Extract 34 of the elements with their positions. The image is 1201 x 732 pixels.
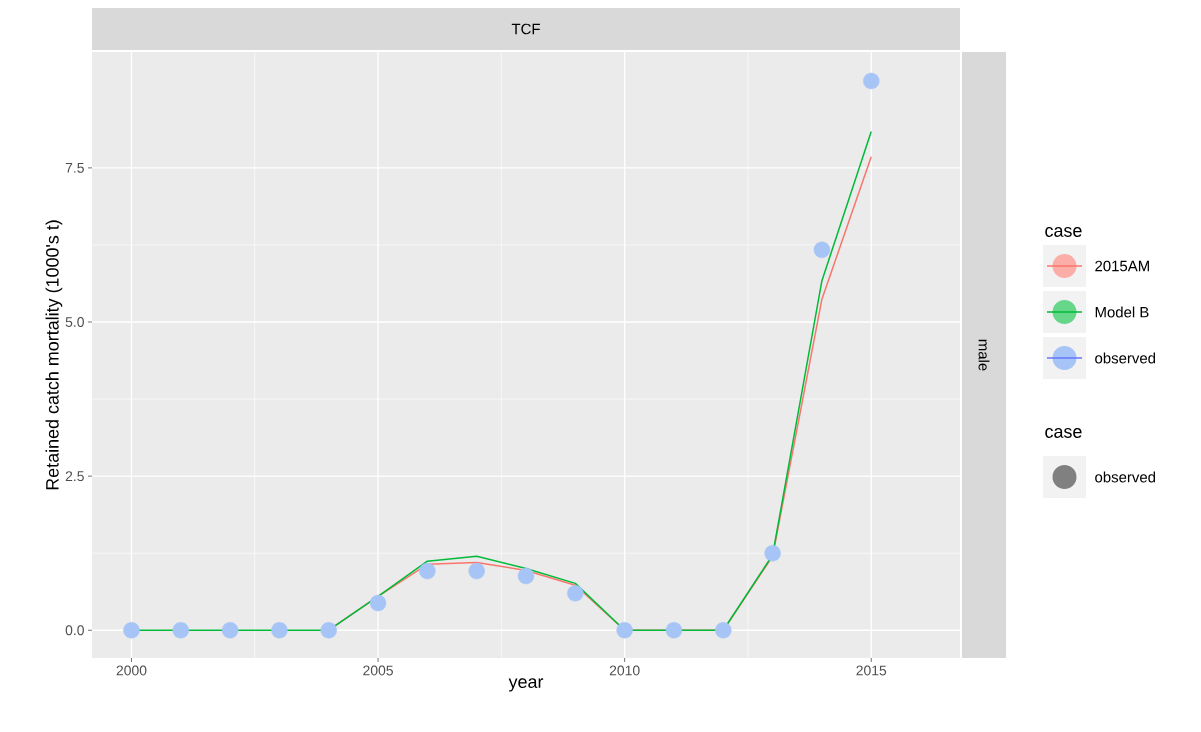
text: case [1045,428,1082,438]
y-axis-title: Retained catch mortality (1000's t) [45,220,63,490]
point [320,622,337,639]
point [172,622,189,639]
point [221,622,239,639]
x-axis-title: year [508,678,544,692]
point [468,562,485,580]
y-tick-label: 7.5 [65,163,84,173]
point [419,562,436,580]
x-tick-label: 2005 [363,665,393,676]
x-tick-label: 2000 [116,665,147,676]
x-tick-label: 2015 [856,665,887,676]
point [764,544,781,562]
legend-label: 2015AM [1095,260,1149,272]
y-tick-label: 5.0 [65,317,84,327]
legend-label: observed [1095,352,1156,364]
point [616,622,633,639]
legend-title: case [1045,227,1082,237]
x-tick-label: 2010 [609,665,640,676]
y-tick-label: 0.0 [65,625,84,636]
point [715,622,732,639]
point [665,622,683,639]
point [813,241,831,259]
legend-label: Model B [1095,306,1149,318]
y-tick-label: 2.5 [65,471,84,482]
point [369,594,387,612]
point [271,622,288,639]
point [123,622,140,639]
chart-title: TCF [511,23,540,35]
point [517,567,535,585]
point [863,72,880,90]
point [567,585,584,602]
text: observed [1095,471,1156,483]
text: male [978,339,990,371]
